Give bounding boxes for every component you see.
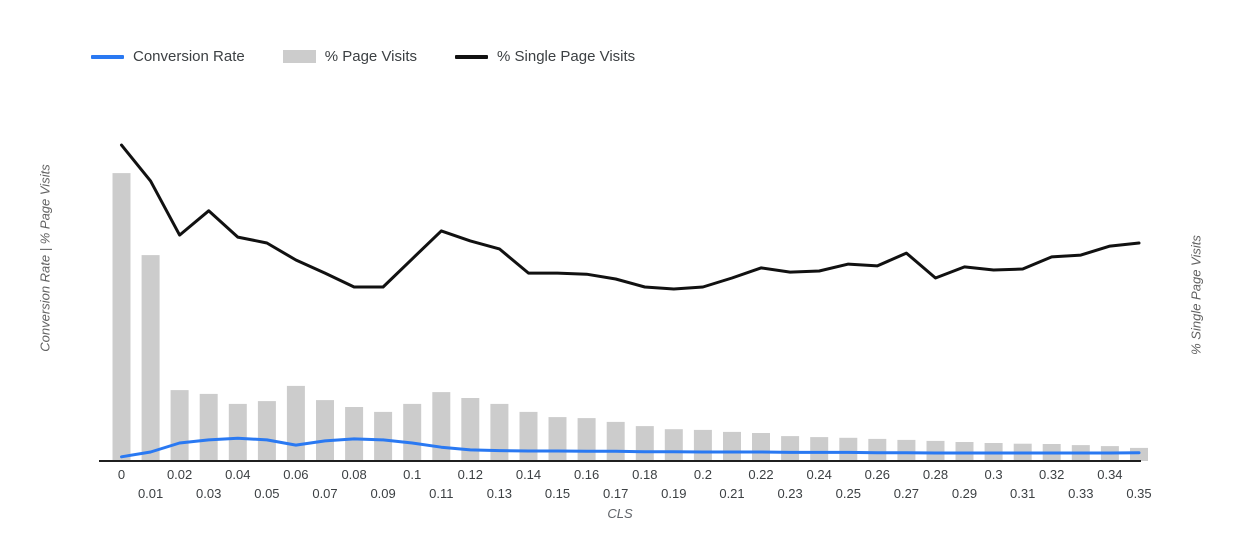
x-tick-label-0.19: 0.19 xyxy=(661,486,686,501)
x-tick-label-0.2: 0.2 xyxy=(694,467,712,482)
x-tick-label-0.3: 0.3 xyxy=(985,467,1003,482)
x-tick-label-0.22: 0.22 xyxy=(748,467,773,482)
legend-label-single-page-visits: % Single Page Visits xyxy=(497,48,636,65)
page-visits-bar-0.35 xyxy=(1130,447,1148,461)
x-tick-label-0.33: 0.33 xyxy=(1068,486,1093,501)
x-tick-label-0: 0 xyxy=(118,467,125,482)
page-visits-bar-0.07 xyxy=(316,400,334,461)
page-visits-bar-0.01 xyxy=(141,255,160,461)
x-tick-label-0.07: 0.07 xyxy=(312,486,337,501)
x-tick-label-0.23: 0.23 xyxy=(777,486,802,501)
x-tick-label-0.35: 0.35 xyxy=(1126,486,1151,501)
page-visits-bar-0.1 xyxy=(403,403,422,461)
page-visits-bar-0.13 xyxy=(490,403,509,461)
page-visits-bar-0.06 xyxy=(286,385,305,461)
x-tick-label-0.16: 0.16 xyxy=(574,467,599,482)
page-visits-bar-0.21 xyxy=(723,431,741,461)
x-tick-label-0.02: 0.02 xyxy=(167,467,192,482)
x-tick-label-0.17: 0.17 xyxy=(603,486,628,501)
legend-label-page-visits: % Page Visits xyxy=(324,48,418,65)
chart-legend: Conversion Rate % Page Visits % Single P… xyxy=(91,48,635,65)
legend-label-conversion-rate: Conversion Rate xyxy=(133,48,245,65)
x-tick-label-0.29: 0.29 xyxy=(952,486,977,501)
x-axis-title: CLS xyxy=(607,506,633,521)
x-tick-label-0.15: 0.15 xyxy=(545,486,570,501)
legend-item-page-visits[interactable]: % Page Visits xyxy=(282,48,418,65)
page-visits-bar-0.15 xyxy=(548,417,567,461)
page-visits-bar-0.2 xyxy=(693,429,712,461)
legend-item-single-page-visits[interactable]: % Single Page Visits xyxy=(455,48,635,65)
x-tick-label-0.25: 0.25 xyxy=(836,486,861,501)
x-tick-label-0.12: 0.12 xyxy=(458,467,483,482)
x-tick-label-0.13: 0.13 xyxy=(487,486,512,501)
page-visits-bar-0.03 xyxy=(199,393,218,461)
page-visits-bar-0.08 xyxy=(345,407,364,461)
page-visits-bar-0.02 xyxy=(170,390,189,461)
x-tick-label-0.26: 0.26 xyxy=(865,467,890,482)
x-tick-label-0.05: 0.05 xyxy=(254,486,279,501)
x-tick-label-0.27: 0.27 xyxy=(894,486,919,501)
x-tick-label-0.28: 0.28 xyxy=(923,467,948,482)
x-tick-label-0.03: 0.03 xyxy=(196,486,221,501)
page-visits-bar-0.09 xyxy=(374,411,393,461)
x-tick-label-0.21: 0.21 xyxy=(719,486,744,501)
page-visits-bar-0.24 xyxy=(810,437,829,461)
x-tick-label-0.14: 0.14 xyxy=(516,467,541,482)
page-visits-bar-0.05 xyxy=(257,401,276,461)
single-page-visits-line-swatch xyxy=(455,54,489,59)
page-visits-bar-0.25 xyxy=(839,437,858,461)
page-visits-bar-0.16 xyxy=(577,418,596,461)
x-tick-label-0.31: 0.31 xyxy=(1010,486,1035,501)
x-tick-label-0.1: 0.1 xyxy=(403,467,421,482)
x-tick-label-0.34: 0.34 xyxy=(1097,467,1122,482)
page-visits-bar-0.14 xyxy=(519,411,538,461)
page-visits-bar-0.23 xyxy=(781,436,800,461)
legend-item-conversion-rate[interactable]: Conversion Rate xyxy=(91,48,245,65)
page-visits-bar-0.22 xyxy=(752,433,770,461)
page-visits-bar-0.04 xyxy=(228,403,247,461)
page-visits-bar-0.28 xyxy=(926,440,945,461)
x-tick-label-0.04: 0.04 xyxy=(225,467,250,482)
page-visits-bar-0.18 xyxy=(635,426,654,461)
page-visits-bar-0.27 xyxy=(897,439,916,461)
x-tick-label-0.01: 0.01 xyxy=(138,486,163,501)
x-tick-label-0.06: 0.06 xyxy=(283,467,308,482)
conversion-rate-line-swatch xyxy=(91,54,124,59)
x-tick-label-0.24: 0.24 xyxy=(807,467,832,482)
page-visits-bar-0.11 xyxy=(432,392,451,461)
x-tick-label-0.32: 0.32 xyxy=(1039,467,1064,482)
page-visits-bar-0.17 xyxy=(606,421,625,461)
page-visits-bar-swatch xyxy=(282,50,316,63)
x-tick-label-0.18: 0.18 xyxy=(632,467,657,482)
conversion-rate-line xyxy=(120,436,1141,459)
x-tick-label-0.11: 0.11 xyxy=(429,486,453,501)
x-tick-label-0.08: 0.08 xyxy=(341,467,366,482)
page-visits-bar-0.19 xyxy=(664,429,683,461)
page-visits-bar-0 xyxy=(112,173,131,461)
page-visits-bar-0.26 xyxy=(868,438,887,461)
single-page-visits-line xyxy=(120,143,1141,291)
page-visits-bar-0.12 xyxy=(461,398,480,461)
x-tick-label-0.09: 0.09 xyxy=(370,486,395,501)
